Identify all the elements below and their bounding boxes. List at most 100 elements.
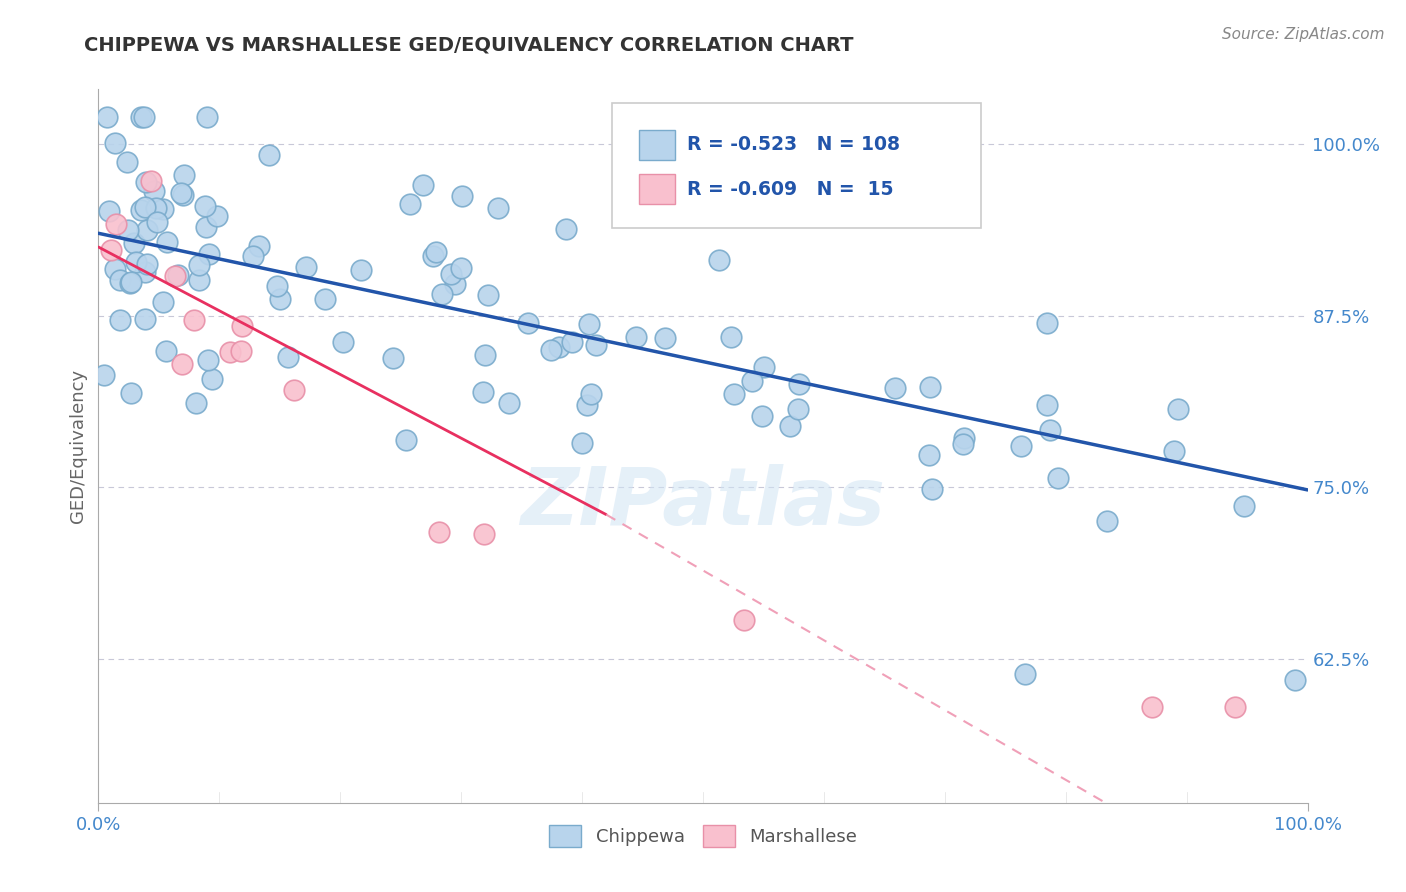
Point [120, 276, 142, 290]
Point [198, 247, 221, 261]
Point [451, 188, 474, 202]
Point [188, 259, 211, 273]
Point [517, 316, 540, 330]
Point [131, 203, 153, 218]
Point [205, 210, 228, 224]
Point [145, 201, 167, 215]
Point [1167, 402, 1189, 417]
Point [486, 201, 509, 215]
Point [425, 244, 447, 259]
Point [723, 387, 745, 401]
Point [269, 292, 291, 306]
Point [1233, 499, 1256, 513]
Point [186, 396, 208, 410]
Point [218, 345, 240, 359]
Point [134, 311, 156, 326]
Point [172, 187, 194, 202]
Point [1284, 673, 1306, 688]
Point [120, 275, 142, 289]
Point [277, 350, 299, 364]
Point [142, 184, 165, 198]
Point [183, 313, 205, 327]
Point [104, 136, 127, 150]
Legend: Chippewa, Marshallese: Chippewa, Marshallese [548, 825, 858, 847]
Point [1223, 699, 1246, 714]
Point [579, 386, 602, 401]
Point [93, 368, 115, 383]
Point [952, 436, 974, 450]
Point [561, 335, 583, 350]
Point [547, 340, 569, 354]
Point [474, 348, 496, 362]
Point [381, 351, 404, 365]
Point [172, 357, 194, 371]
Point [1036, 317, 1059, 331]
Point [104, 262, 127, 277]
Point [707, 252, 730, 267]
Point [1095, 514, 1118, 528]
Point [129, 110, 152, 124]
Point [266, 278, 288, 293]
Point [139, 174, 162, 188]
Point [477, 287, 499, 301]
Point [134, 265, 156, 279]
Y-axis label: GED/Equivalency: GED/Equivalency [69, 369, 87, 523]
Point [787, 377, 810, 392]
Point [229, 344, 252, 359]
Point [122, 235, 145, 250]
Point [247, 239, 270, 253]
Text: Source: ZipAtlas.com: Source: ZipAtlas.com [1222, 27, 1385, 42]
Point [751, 409, 773, 423]
Point [654, 331, 676, 345]
Text: CHIPPEWA VS MARSHALLESE GED/EQUIVALENCY CORRELATION CHART: CHIPPEWA VS MARSHALLESE GED/EQUIVALENCY … [84, 36, 853, 54]
Point [195, 220, 218, 235]
Bar [638, 130, 675, 160]
FancyBboxPatch shape [613, 103, 981, 228]
Point [173, 168, 195, 182]
Point [450, 261, 472, 276]
Point [1163, 444, 1185, 458]
Point [257, 148, 280, 162]
Point [152, 202, 174, 216]
Point [471, 384, 494, 399]
Bar [638, 174, 675, 204]
Point [283, 384, 305, 398]
Text: R = -0.523   N = 108: R = -0.523 N = 108 [688, 136, 900, 154]
Point [498, 396, 520, 410]
Point [155, 343, 177, 358]
Point [195, 110, 218, 124]
Point [197, 353, 219, 368]
Point [117, 223, 139, 237]
Point [779, 419, 801, 434]
Point [152, 295, 174, 310]
Point [624, 330, 647, 344]
Point [1140, 699, 1163, 714]
Point [146, 214, 169, 228]
Point [115, 154, 138, 169]
Point [427, 525, 450, 540]
Point [242, 249, 264, 263]
Point [170, 186, 193, 201]
Point [1014, 666, 1036, 681]
Point [163, 268, 186, 283]
Point [432, 286, 454, 301]
Point [314, 293, 336, 307]
Point [444, 277, 467, 291]
Point [571, 435, 593, 450]
Point [555, 221, 578, 235]
Point [920, 379, 942, 393]
Point [135, 175, 157, 189]
Point [120, 386, 142, 401]
Point [108, 312, 131, 326]
Point [135, 257, 157, 271]
Point [201, 371, 224, 385]
Point [585, 337, 607, 351]
Point [741, 375, 763, 389]
Point [472, 527, 495, 541]
Point [733, 614, 755, 628]
Point [1039, 423, 1062, 437]
Point [412, 178, 434, 193]
Text: ZIPatlas: ZIPatlas [520, 464, 886, 542]
Point [720, 330, 742, 344]
Point [921, 483, 943, 497]
